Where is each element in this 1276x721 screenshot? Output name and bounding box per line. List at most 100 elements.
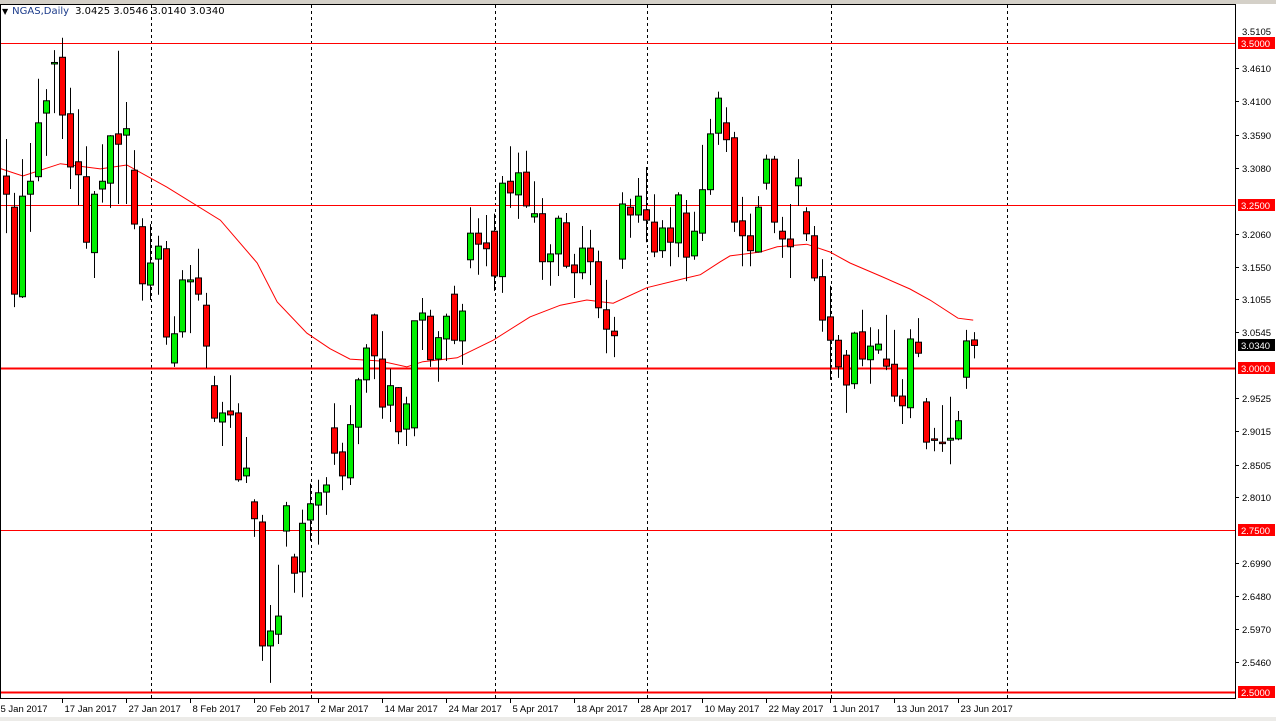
candle — [963, 329, 970, 389]
candle-body-bear — [931, 438, 938, 441]
candle-body-bull — [299, 522, 306, 573]
candle-body-bull — [267, 630, 274, 647]
candle-body-bull — [435, 337, 442, 360]
x-tick-label: 24 Mar 2017 — [449, 704, 502, 715]
candle-body-bear — [75, 161, 82, 176]
candle — [627, 198, 634, 238]
candle-body-bear — [371, 314, 378, 357]
candle-body-bear — [939, 441, 946, 445]
candle — [771, 155, 778, 234]
candle — [683, 200, 690, 282]
y-tick-label: 3.0545 — [1242, 328, 1271, 339]
candle — [147, 224, 154, 301]
candle — [739, 196, 746, 267]
candle — [611, 316, 618, 358]
y-tick-label: 2.9525 — [1242, 394, 1271, 405]
candle — [243, 436, 250, 484]
triangle-down-icon[interactable]: ▼ — [2, 7, 9, 16]
candle — [219, 401, 226, 447]
candle-body-bear — [451, 293, 458, 341]
x-tick-label: 22 May 2017 — [769, 704, 824, 715]
candle-body-bull — [955, 420, 962, 440]
y-tick-label: 3.3080 — [1242, 164, 1271, 175]
candle — [827, 285, 834, 380]
level-price-label: 2.7500 — [1241, 526, 1270, 537]
candle-body-bear — [843, 354, 850, 386]
candle-body-bull — [243, 467, 250, 477]
candles — [3, 37, 978, 683]
candle-body-bear — [643, 209, 650, 221]
candle — [211, 375, 218, 423]
candle-body-bull — [963, 340, 970, 378]
candle — [635, 177, 642, 223]
candle — [179, 270, 186, 338]
candle-body-bear — [627, 206, 634, 216]
candle — [323, 477, 330, 515]
candle — [795, 159, 802, 206]
candle — [931, 427, 938, 452]
candle-body-bear — [291, 556, 298, 574]
candle-body-bear — [395, 387, 402, 433]
y-tick-label: 3.4100 — [1242, 97, 1271, 108]
candle — [403, 396, 410, 447]
candle-body-bear — [651, 221, 658, 253]
y-tick-label: 2.8505 — [1242, 461, 1271, 472]
x-tick-label: 8 Feb 2017 — [193, 704, 241, 715]
y-tick-label: 2.5460 — [1242, 658, 1271, 669]
candle — [99, 144, 106, 203]
candle — [395, 386, 402, 445]
candle-body-bear — [139, 226, 146, 285]
candle — [875, 329, 882, 354]
candle-body-bear — [771, 158, 778, 223]
candle-body-bear — [427, 315, 434, 361]
candle — [971, 332, 978, 359]
period-separators — [151, 5, 1008, 698]
candle — [947, 396, 954, 465]
candle — [707, 118, 714, 195]
candle — [915, 318, 922, 358]
candle-body-bull — [467, 232, 474, 261]
candle — [507, 146, 514, 208]
candle-body-bear — [899, 395, 906, 407]
candle — [843, 349, 850, 413]
candle — [715, 91, 722, 145]
candle — [259, 514, 266, 661]
x-tick-label: 1 Jun 2017 — [833, 704, 880, 715]
x-tick-label: 5 Jan 2017 — [1, 704, 48, 715]
candle — [203, 292, 210, 369]
x-tick-label: 13 Jun 2017 — [897, 704, 949, 715]
candle — [955, 410, 962, 441]
chart-frame — [0, 4, 1236, 699]
candle-body-bull — [707, 133, 714, 191]
candle-body-bull — [763, 158, 770, 184]
candle-body-bull — [171, 333, 178, 364]
candle-body-bull — [515, 172, 522, 196]
candle — [515, 152, 522, 219]
candle-body-bull — [867, 345, 874, 361]
candle — [363, 344, 370, 393]
candle — [571, 253, 578, 299]
candle-body-bear — [59, 56, 66, 116]
candle — [443, 313, 450, 362]
candle-body-bull — [619, 203, 626, 260]
candle — [67, 87, 74, 190]
level-price-label: 2.5000 — [1241, 688, 1270, 699]
candle — [123, 102, 130, 204]
candle — [859, 309, 866, 367]
candle — [291, 553, 298, 593]
y-tick-label: 2.6990 — [1242, 559, 1271, 570]
candle-body-bear — [811, 235, 818, 279]
candle — [883, 314, 890, 371]
candle — [691, 211, 698, 260]
candle — [747, 213, 754, 267]
candle-body-bear — [539, 213, 546, 263]
candle — [675, 192, 682, 258]
candle-body-bear — [603, 309, 610, 330]
candle — [699, 144, 706, 241]
candle-body-bear — [211, 385, 218, 419]
candle — [195, 248, 202, 301]
candle — [787, 203, 794, 278]
candle — [587, 229, 594, 286]
candle — [331, 403, 338, 465]
